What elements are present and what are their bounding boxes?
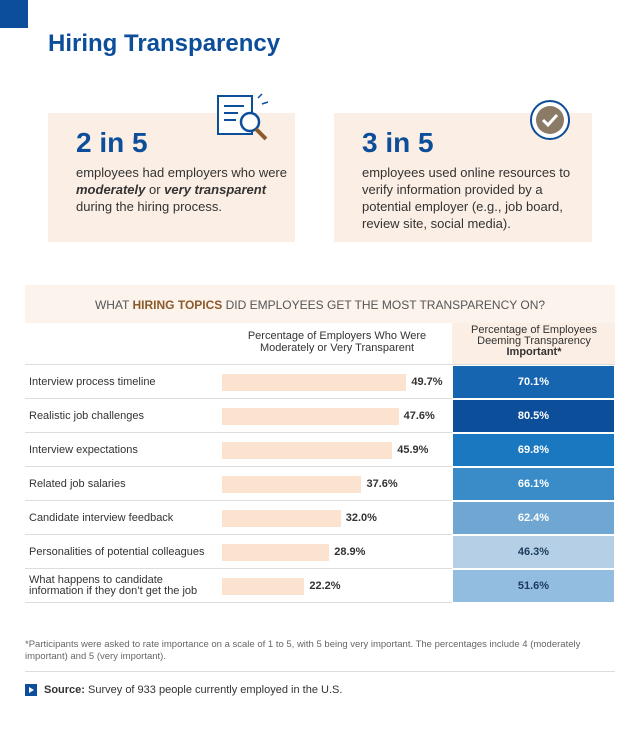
stat-text: employees used online resources to verif… <box>362 164 580 232</box>
table-title-part: DID EMPLOYEES GET THE MOST TRANSPARENCY … <box>222 298 546 312</box>
rule <box>25 432 452 433</box>
stat-headline: 3 in 5 <box>362 127 434 158</box>
stat-text-part: during the hiring process. <box>76 199 222 214</box>
value-label: 22.2% <box>309 580 341 592</box>
category-label: What happens to candidate information if… <box>29 574 198 597</box>
rule <box>25 500 452 501</box>
footnote: *Participants were asked to rate importa… <box>25 639 581 662</box>
heat-cell: 69.8% <box>453 434 614 466</box>
value-label: 69.8% <box>517 444 550 456</box>
bar <box>222 544 330 561</box>
play-triangle <box>29 687 34 693</box>
value-label: 80.5% <box>517 410 550 422</box>
column-header-part: Percentage of Employers Who Were Moderat… <box>247 330 427 354</box>
source-label: Source: <box>44 684 85 696</box>
stat-text-part: very transparent <box>164 182 267 197</box>
stat-text: employees had employers who were moderat… <box>76 164 294 215</box>
rule <box>25 466 452 467</box>
source-icon <box>25 684 37 696</box>
value-label: 70.1% <box>517 376 550 388</box>
stat-text-part: or <box>145 182 165 197</box>
category-label: Personalities of potential colleagues <box>29 545 205 558</box>
rule <box>25 602 452 603</box>
value-label: 47.6% <box>403 410 435 422</box>
heat-cell: 70.1% <box>453 366 614 398</box>
table-title-part: WHAT <box>94 298 133 312</box>
heat-cell: 51.6% <box>453 570 614 602</box>
divider <box>25 671 615 672</box>
rule <box>25 568 452 569</box>
column-header-part: Percentage of Employees Deeming Transpar… <box>471 324 597 347</box>
value-label: 51.6% <box>517 580 550 592</box>
value-label: 32.0% <box>345 512 377 524</box>
column-header-bg <box>452 323 615 365</box>
table-title: WHAT HIRING TOPICS DID EMPLOYEES GET THE… <box>25 298 615 312</box>
stat-text-part: employees had employers who were <box>76 165 287 180</box>
source: Source: Survey of 933 people currently e… <box>25 684 342 696</box>
value-label: 28.9% <box>334 546 366 558</box>
search-icon <box>217 93 269 141</box>
heat-cell: 46.3% <box>453 536 614 568</box>
value-label: 66.1% <box>517 478 550 490</box>
source-text: Survey of 933 people currently employed … <box>84 684 343 696</box>
column-header-part: Important* <box>506 346 562 358</box>
rule <box>25 398 452 399</box>
stat-text-part: employees used online resources to verif… <box>362 165 571 231</box>
column-header: Percentage of Employers Who Were Moderat… <box>232 330 442 354</box>
bar <box>222 374 407 391</box>
corner-block <box>0 0 28 28</box>
value-label: 45.9% <box>397 444 429 456</box>
heat-cell: 66.1% <box>453 468 614 500</box>
category-label: Interview expectations <box>29 443 138 456</box>
category-label: Interview process timeline <box>29 375 156 388</box>
table-title-part: HIRING TOPICS <box>132 298 223 312</box>
rule <box>25 534 452 535</box>
table-header-band <box>25 285 615 323</box>
stat-box: 2 in 5 employees had employers who were m… <box>48 113 295 242</box>
rule <box>25 364 615 365</box>
bar <box>222 408 399 425</box>
stat-text-part: moderately <box>76 182 146 197</box>
bar <box>222 442 393 459</box>
value-label: 37.6% <box>366 478 398 490</box>
bar <box>222 476 362 493</box>
value-label: 62.4% <box>517 512 550 524</box>
category-label: Candidate interview feedback <box>29 511 174 524</box>
bar <box>222 510 341 527</box>
stat-headline: 2 in 5 <box>76 127 148 158</box>
check-icon <box>530 100 570 140</box>
heat-cell: 80.5% <box>453 400 614 432</box>
value-label: 46.3% <box>517 546 550 558</box>
column-header: Percentage of Employees Deeming Transpar… <box>460 325 608 358</box>
bar <box>222 578 305 595</box>
heat-cell: 62.4% <box>453 502 614 534</box>
category-label: Realistic job challenges <box>29 409 144 422</box>
page-title: Hiring Transparency <box>48 30 281 57</box>
category-label: Related job salaries <box>29 477 126 490</box>
value-label: 49.7% <box>411 376 443 388</box>
